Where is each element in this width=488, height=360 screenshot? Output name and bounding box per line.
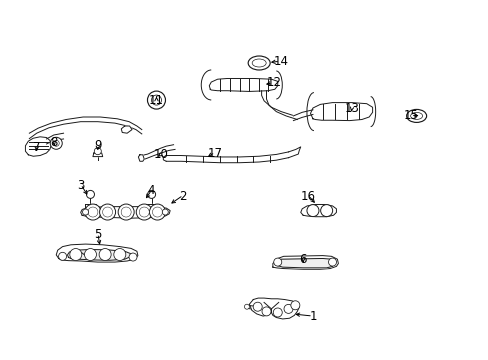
Polygon shape	[277, 258, 333, 268]
Circle shape	[290, 301, 299, 310]
Text: 16: 16	[300, 190, 315, 203]
Polygon shape	[272, 256, 338, 269]
Circle shape	[151, 95, 161, 105]
Circle shape	[85, 204, 101, 220]
Polygon shape	[138, 155, 144, 161]
Polygon shape	[81, 252, 95, 256]
Circle shape	[129, 253, 137, 261]
Polygon shape	[25, 137, 51, 156]
Circle shape	[59, 252, 66, 260]
Circle shape	[244, 304, 249, 309]
Polygon shape	[84, 204, 96, 208]
Circle shape	[284, 304, 292, 313]
Circle shape	[99, 248, 111, 261]
Circle shape	[88, 207, 98, 217]
Polygon shape	[300, 204, 336, 217]
Circle shape	[94, 148, 101, 155]
Text: 1: 1	[308, 310, 316, 323]
Circle shape	[139, 207, 149, 217]
Text: 11: 11	[149, 94, 163, 107]
Circle shape	[262, 307, 270, 316]
Ellipse shape	[252, 59, 265, 67]
Circle shape	[162, 209, 168, 215]
Polygon shape	[121, 126, 132, 133]
Polygon shape	[56, 244, 138, 262]
Text: 9: 9	[94, 139, 102, 152]
Circle shape	[273, 308, 282, 317]
Text: 3: 3	[77, 179, 84, 192]
Polygon shape	[209, 78, 277, 91]
Circle shape	[306, 204, 318, 217]
Text: 13: 13	[344, 102, 359, 114]
Ellipse shape	[410, 112, 422, 120]
Circle shape	[53, 140, 59, 146]
Polygon shape	[67, 249, 131, 260]
Circle shape	[152, 207, 162, 217]
Ellipse shape	[406, 109, 426, 122]
Circle shape	[328, 258, 336, 266]
Text: 10: 10	[154, 148, 168, 161]
Circle shape	[100, 204, 115, 220]
Circle shape	[118, 204, 134, 220]
Text: 17: 17	[207, 147, 222, 159]
Polygon shape	[81, 207, 170, 218]
Circle shape	[147, 91, 165, 109]
Circle shape	[86, 190, 94, 198]
Polygon shape	[245, 305, 253, 309]
Circle shape	[114, 248, 125, 261]
Polygon shape	[310, 103, 372, 121]
Circle shape	[102, 207, 112, 217]
Polygon shape	[288, 147, 300, 158]
Circle shape	[70, 248, 81, 261]
Circle shape	[147, 190, 155, 198]
Circle shape	[320, 204, 332, 217]
Text: 14: 14	[273, 55, 288, 68]
Text: 8: 8	[50, 136, 58, 149]
Circle shape	[84, 248, 96, 261]
Circle shape	[136, 204, 152, 220]
Text: 2: 2	[179, 190, 187, 203]
Text: 12: 12	[266, 76, 281, 89]
Circle shape	[149, 204, 165, 220]
Circle shape	[82, 209, 88, 215]
Circle shape	[50, 137, 62, 149]
Polygon shape	[93, 153, 102, 157]
Text: 15: 15	[403, 109, 417, 122]
Circle shape	[121, 207, 131, 217]
Text: 6: 6	[299, 253, 306, 266]
Text: 5: 5	[94, 228, 102, 240]
Ellipse shape	[248, 56, 269, 70]
Text: 7: 7	[33, 141, 41, 154]
Circle shape	[273, 258, 281, 266]
Polygon shape	[145, 204, 157, 208]
Text: 4: 4	[147, 184, 155, 197]
Polygon shape	[249, 298, 299, 319]
Circle shape	[253, 302, 262, 311]
